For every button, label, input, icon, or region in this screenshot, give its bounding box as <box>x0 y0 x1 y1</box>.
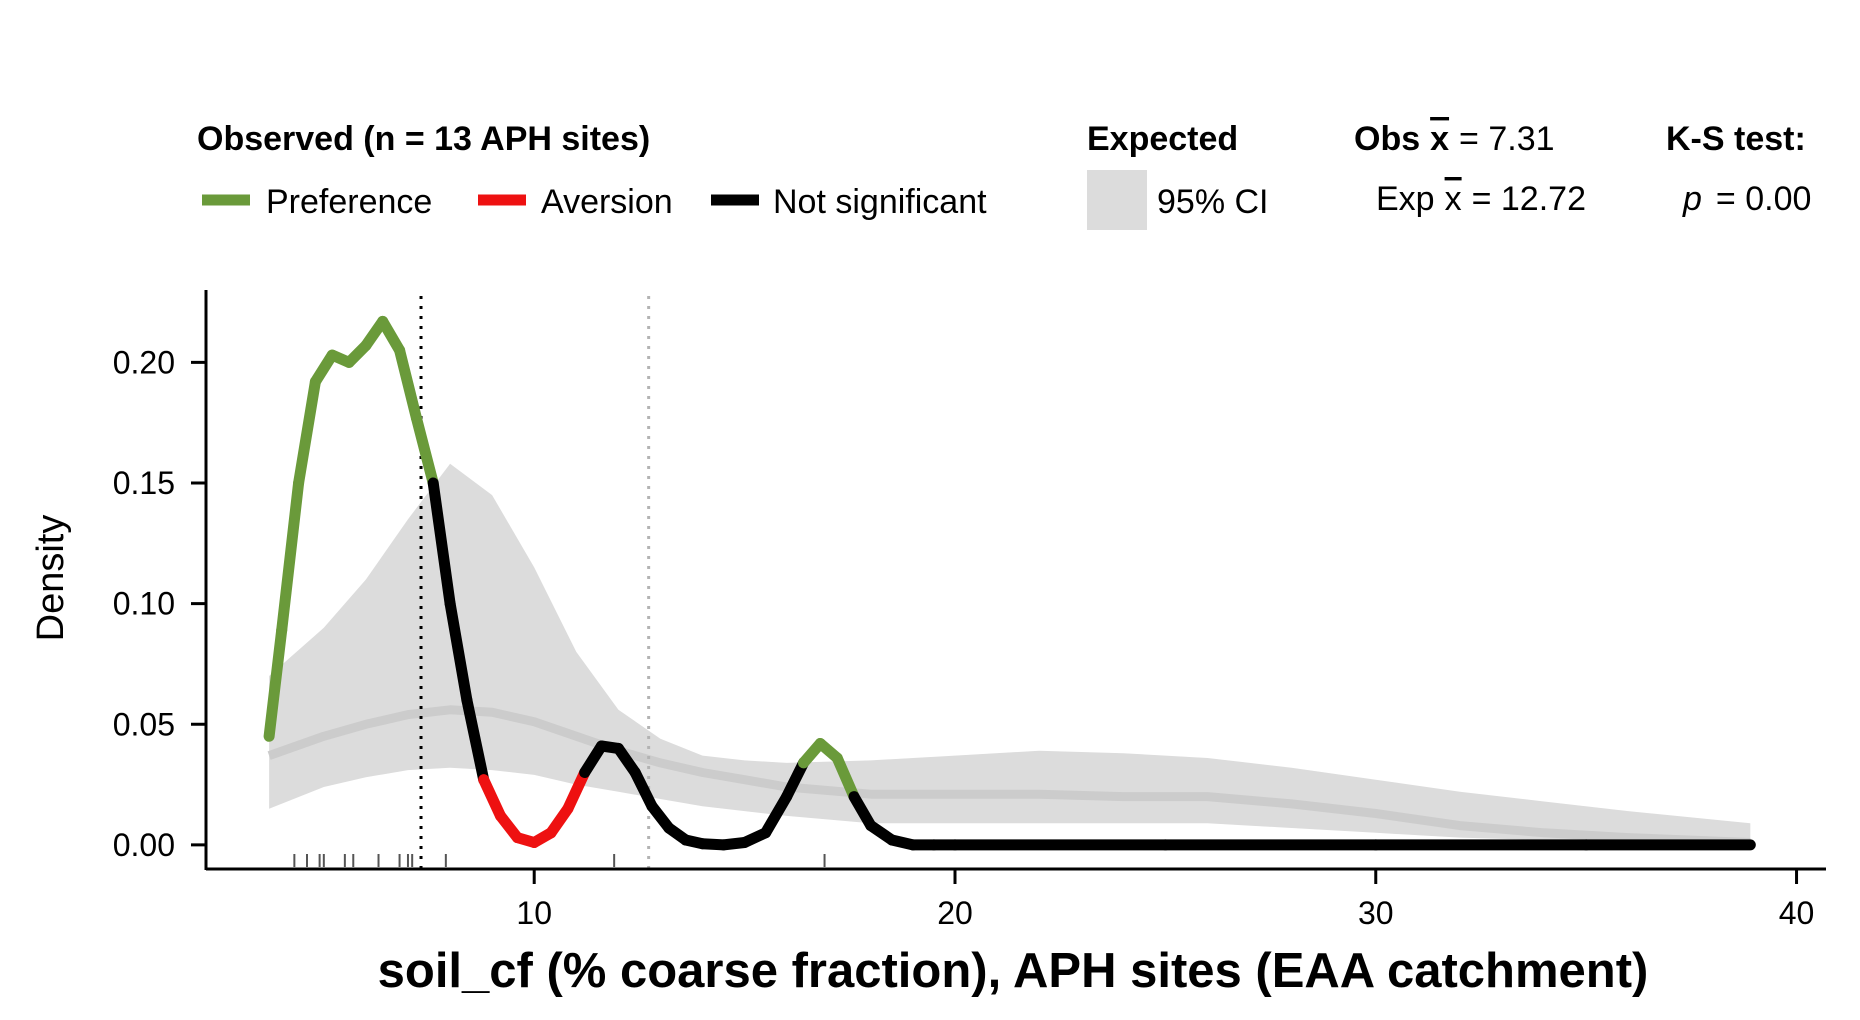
x-ticks: 10 20 30 40 <box>516 869 1814 931</box>
observed-density-segment <box>394 344 422 424</box>
observed-density-segment <box>263 624 288 742</box>
y-tick-label: 0.00 <box>113 827 175 863</box>
y-tick-label: 0.15 <box>113 465 175 501</box>
observed-density-segment <box>781 757 809 803</box>
y-tick-label: 0.20 <box>113 344 175 380</box>
legend-aversion-label: Aversion <box>541 183 673 221</box>
observed-density-segment <box>444 598 473 706</box>
ci-band <box>269 463 1751 845</box>
observed-density-layer <box>263 315 1756 851</box>
legend-ks-p-value: = 0.00 <box>1716 180 1811 218</box>
y-tick-label: 0.10 <box>113 586 175 622</box>
legend-preference-label: Preference <box>266 183 432 221</box>
legend-ks-title: K-S test: <box>1666 120 1806 158</box>
legend-exp-mean-value: = 12.72 <box>1472 180 1586 218</box>
observed-density-segment <box>293 376 321 489</box>
legend-ci-label: 95% CI <box>1157 183 1269 221</box>
x-tick-label: 20 <box>937 895 973 931</box>
ci-band-layer <box>269 463 1751 845</box>
observed-density-segment <box>848 791 877 832</box>
y-axis-title: Density <box>30 515 72 642</box>
y-tick-label: 0.05 <box>113 706 175 742</box>
observed-density-segment <box>831 752 860 803</box>
observed-density-segment <box>427 477 456 610</box>
observed-density-segment <box>410 412 439 489</box>
expected-line-layer <box>267 705 1751 847</box>
observed-density-segment <box>377 315 406 356</box>
legend-exp-xbar: x <box>1445 180 1462 218</box>
legend-not-significant-label: Not significant <box>773 183 987 221</box>
legend-obs-mean: Obs x = 7.31 <box>1354 120 1555 158</box>
legend-obs-xbar: x <box>1430 120 1449 158</box>
observed-density-segment <box>629 767 658 812</box>
rug-layer <box>293 854 826 867</box>
observed-density-segment <box>760 791 793 839</box>
observed-density-segment <box>562 767 591 815</box>
observed-density-segment <box>276 477 305 636</box>
x-tick-label: 40 <box>1779 895 1815 931</box>
legend-ks-p-symbol: p <box>1682 180 1702 218</box>
x-tick-label: 30 <box>1358 895 1394 931</box>
legend-exp-mean-label: Exp <box>1376 180 1435 218</box>
x-tick-label: 10 <box>516 895 552 931</box>
x-axis-title: soil_cf (% coarse fraction), APH sites (… <box>378 944 1649 998</box>
legend-obs-mean-value: = 7.31 <box>1459 120 1554 158</box>
observed-density-segment <box>461 694 490 786</box>
legend-expected-title: Expected <box>1087 120 1238 158</box>
expected-density-line <box>267 705 1751 847</box>
legend-observed-title: Observed (n = 13 APH sites) <box>197 120 650 158</box>
legend-exp-mean: Exp x = 12.72 <box>1376 180 1586 218</box>
legend-obs-mean-label: Obs <box>1354 120 1420 158</box>
observed-density-segment <box>478 774 506 822</box>
legend-ci-swatch <box>1087 170 1147 230</box>
y-ticks: 0.00 0.05 0.10 0.15 0.20 <box>113 344 206 863</box>
legend-ks-p: p = 0.00 <box>1682 180 1811 218</box>
